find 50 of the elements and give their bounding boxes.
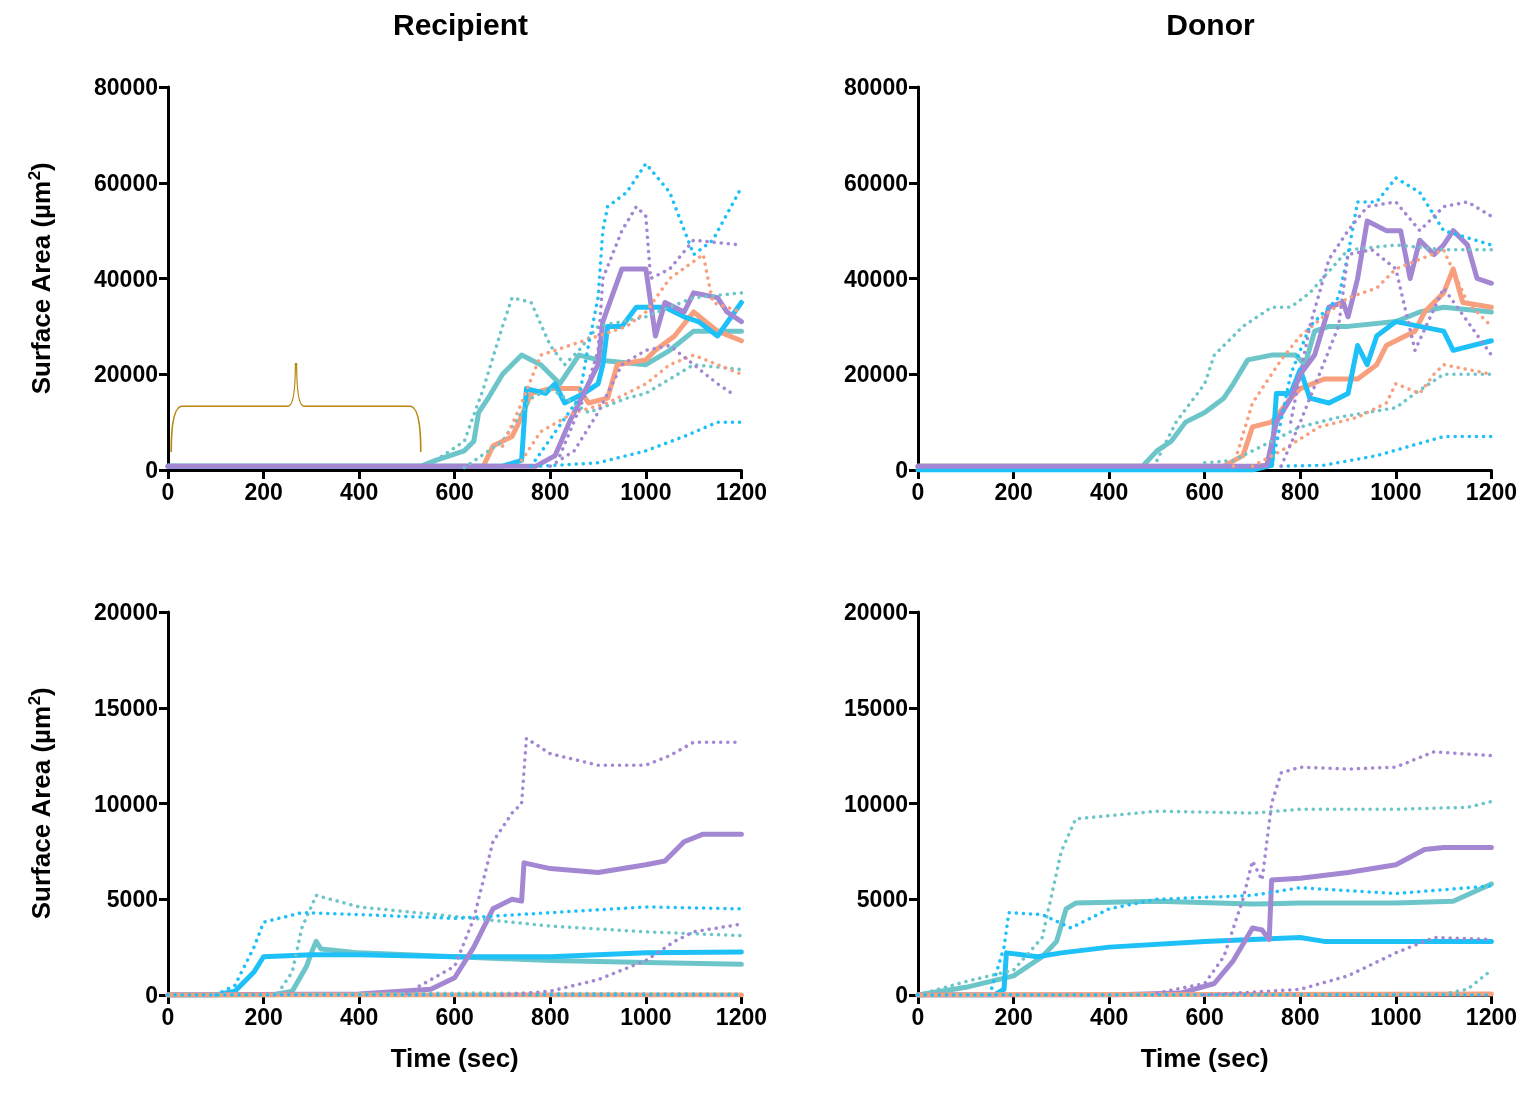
y-tick-label: 80000: [94, 74, 158, 100]
chart-title: Recipient: [392, 7, 529, 41]
y-tick-label: 0: [895, 982, 908, 1008]
x-tick-label: 1000: [1370, 478, 1422, 505]
y-tick-label: 40000: [94, 265, 158, 292]
y-tick-label: 15000: [844, 694, 908, 721]
y-axis-title: Surface Area (µm2): [25, 162, 56, 395]
x-tick-label: 400: [1089, 478, 1129, 505]
x-tick-label: 200: [994, 1003, 1033, 1030]
y-tick-label: 15000: [94, 694, 158, 721]
x-axis-title: Time (sec): [390, 1043, 519, 1073]
y-tick-label: 40000: [844, 265, 908, 292]
x-tick-label: 1000: [620, 1003, 672, 1030]
y-tick-label: 20000: [844, 599, 908, 625]
x-tick-label: 400: [339, 478, 379, 505]
y-axis-title: Surface Area (µm2): [25, 687, 56, 920]
y-tick-label: 10000: [844, 790, 908, 817]
y-tick-label: 0: [145, 982, 158, 1008]
y-tick-label: 0: [145, 457, 158, 483]
x-tick-label: 1200: [1465, 478, 1517, 505]
x-tick-label: 1000: [620, 478, 672, 505]
x-tick-label: 600: [1185, 1003, 1224, 1030]
x-tick-label: 1000: [1370, 1003, 1422, 1030]
x-tick-label: 800: [1281, 478, 1320, 505]
x-tick-label: 400: [1089, 1003, 1129, 1030]
x-tick-label: 400: [339, 1003, 379, 1030]
x-tick-label: 800: [1281, 1003, 1320, 1030]
y-tick-label: 20000: [94, 361, 158, 388]
y-tick-label: 20000: [844, 361, 908, 388]
x-tick-label: 600: [435, 1003, 474, 1030]
y-tick-label: 5000: [856, 886, 908, 913]
x-axis-title: Time (sec): [1140, 1043, 1269, 1073]
y-tick-label: 80000: [844, 74, 908, 100]
y-tick-label: 10000: [94, 790, 158, 817]
x-tick-label: 200: [994, 478, 1033, 505]
x-tick-label: 600: [435, 478, 474, 505]
y-tick-label: 60000: [844, 169, 908, 196]
x-tick-label: 1200: [715, 1003, 767, 1030]
x-tick-label: 600: [1185, 478, 1224, 505]
chart-title: Donor: [1166, 7, 1255, 41]
x-tick-label: 800: [531, 1003, 570, 1030]
y-tick-label: 20000: [94, 599, 158, 625]
y-tick-label: 5000: [106, 886, 158, 913]
y-tick-label: 60000: [94, 169, 158, 196]
x-tick-label: 1200: [715, 478, 767, 505]
y-tick-label: 0: [895, 457, 908, 483]
x-tick-label: 1200: [1465, 1003, 1517, 1030]
x-tick-label: 800: [531, 478, 570, 505]
x-tick-label: 200: [244, 478, 283, 505]
x-tick-label: 200: [244, 1003, 283, 1030]
